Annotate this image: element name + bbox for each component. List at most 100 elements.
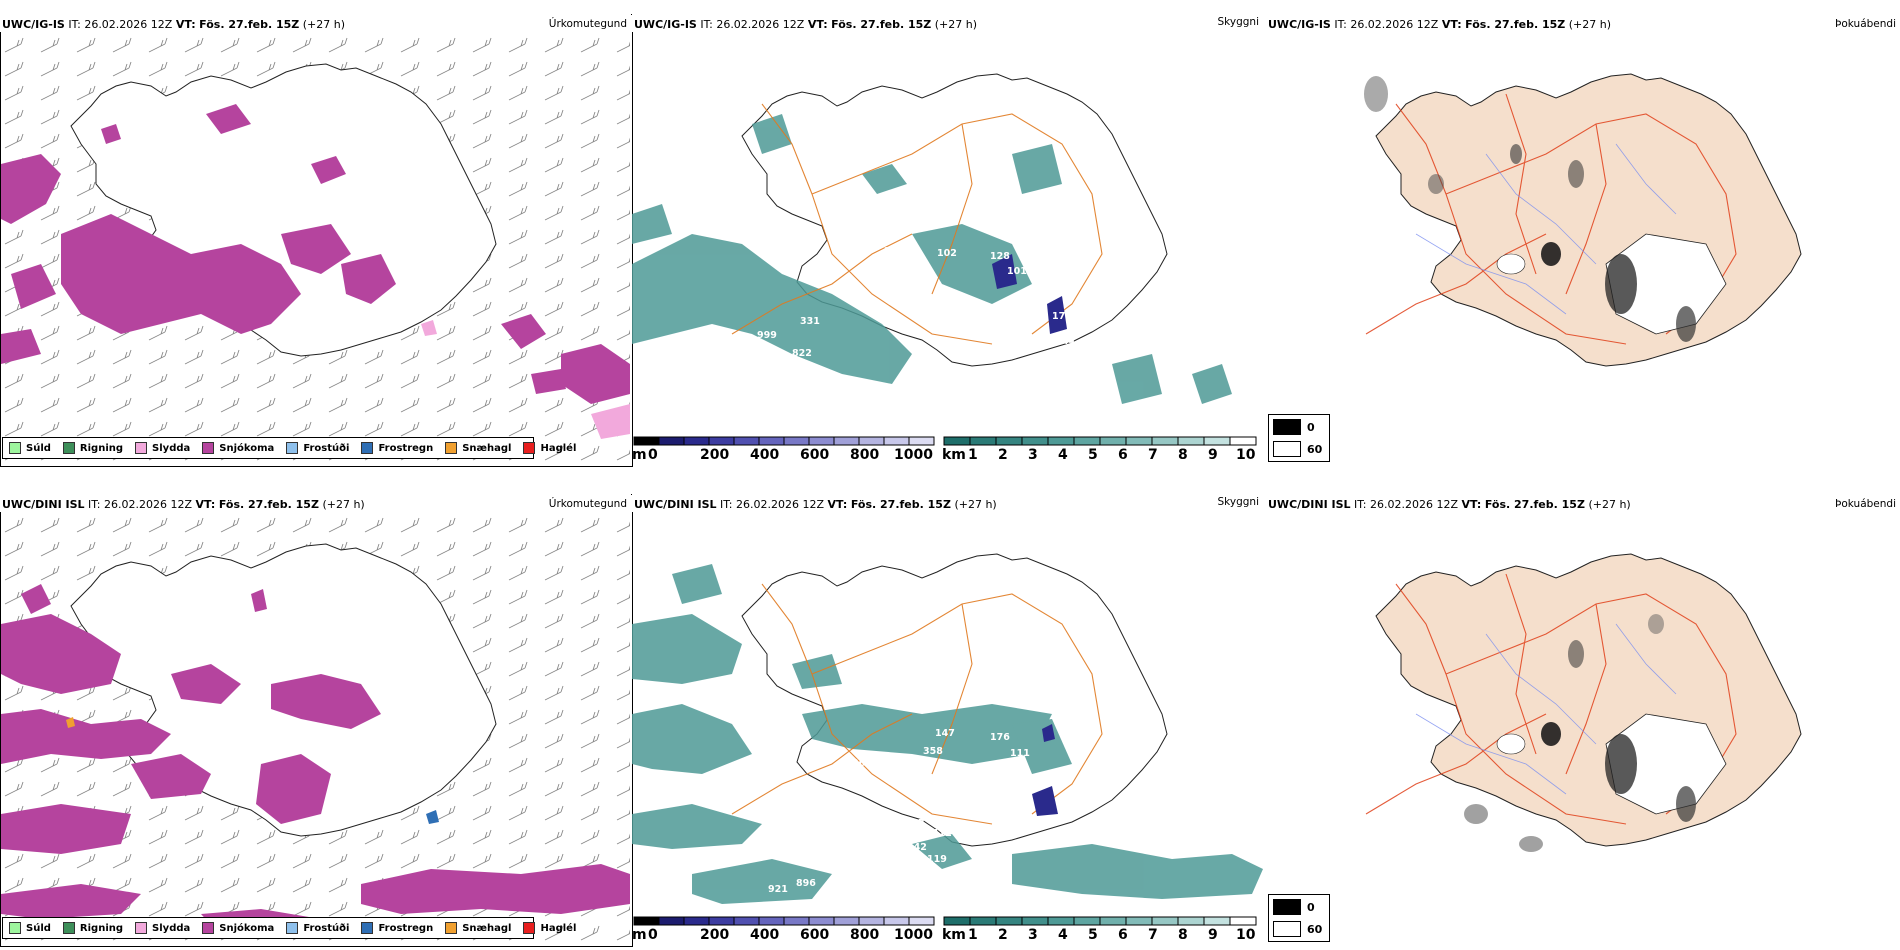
legend-item: Snjókoma	[202, 922, 274, 934]
legend-swatch	[202, 442, 215, 454]
lead-time: (+27 h)	[322, 498, 365, 511]
lead-time: (+27 h)	[934, 18, 978, 31]
legend-label: Haglél	[540, 442, 577, 454]
scale-tick: 10	[1236, 447, 1256, 462]
fog-map-bottom	[1365, 553, 1802, 852]
vt-label: VT:	[1461, 498, 1482, 511]
cloud-label: 260	[852, 758, 872, 769]
legend-swatch	[286, 922, 299, 934]
legend-swatch	[62, 442, 75, 454]
legend-label: 0	[1307, 420, 1315, 434]
fog-header-top: UWC/IG-IS IT: 26.02.2026 12Z VT: Fös. 27…	[1266, 14, 1900, 32]
legend-swatch	[135, 922, 148, 934]
cloud-base-scalebar-top: m 0 200 400 600 800 1000	[632, 436, 935, 462]
valid-time: Fös. 27.feb. 15Z	[831, 18, 932, 31]
legend-swatch	[202, 922, 215, 934]
scale-tick: 9	[1208, 447, 1218, 462]
valid-time: Fös. 27.feb. 15Z	[199, 18, 300, 31]
cloud-header-top: UWC/IG-IS IT: 26.02.2026 12Z VT: Fös. 27…	[632, 14, 1263, 32]
legend-label: Snæhagl	[462, 922, 512, 934]
legend-label: Frostúði	[303, 922, 350, 934]
precip-header-top: UWC/IG-IS IT: 26.02.2026 12Z VT: Fös. 27…	[0, 14, 631, 32]
legend-item: Rigning	[62, 442, 124, 454]
cloud-label: 176	[990, 732, 1010, 743]
scale-tick: 1	[968, 447, 978, 462]
scale-tick: 3	[1028, 927, 1038, 942]
init-time: IT: 26.02.2026 12Z	[700, 18, 805, 31]
init-time: IT: 26.02.2026 12Z	[720, 498, 825, 511]
valid-time: Fös. 27.feb. 15Z	[1465, 18, 1566, 31]
fog-legend-bottom: 0 60	[1268, 894, 1330, 942]
model-name: UWC/IG-IS	[1268, 18, 1331, 31]
legend-item: Slydda	[135, 922, 190, 934]
fog-legend-item: 0	[1273, 417, 1325, 437]
legend-label: Snjókoma	[219, 922, 275, 934]
cloud-label: 147	[935, 728, 955, 739]
cloud-label: 177	[1052, 311, 1072, 322]
legend-item: Frostregn	[361, 922, 433, 934]
cloud-label: 250	[1060, 802, 1080, 813]
legend-label: Haglél	[540, 922, 577, 934]
scale-tick: 7	[1148, 927, 1158, 942]
legend-label: Rigning	[79, 922, 124, 934]
panel-title-fog: Þokuábendi	[1835, 498, 1896, 510]
legend-label: Súld	[26, 922, 51, 934]
cloud-label: 44	[1062, 336, 1076, 347]
legend-swatch	[9, 922, 21, 934]
init-time: IT: 26.02.2026 12Z	[1354, 498, 1459, 511]
legend-label: Frostúði	[303, 442, 350, 454]
scale-tick: 400	[750, 447, 779, 462]
legend-item: Snæhagl	[445, 922, 511, 934]
vt-label: VT:	[827, 498, 848, 511]
legend-label: 60	[1307, 442, 1323, 456]
fog-legend-item: 0	[1273, 897, 1325, 917]
cloud-base-scalebar-bottom: m 0 200 400 600 800 1000	[632, 916, 935, 942]
cloud-label: 999	[757, 330, 777, 341]
lead-time: (+27 h)	[1568, 18, 1612, 31]
panel-title-cloud: Skyggni	[1217, 16, 1260, 28]
cloud-label: 101	[1007, 266, 1027, 277]
scale-swatches	[633, 436, 935, 446]
cloud-header-bottom: UWC/DINI ISL IT: 26.02.2026 12Z VT: Fös.…	[632, 494, 1263, 512]
init-time: IT: 26.02.2026 12Z	[1334, 18, 1439, 31]
legend-swatch	[62, 922, 75, 934]
init-time: IT: 26.02.2026 12Z	[68, 18, 173, 31]
scale-tick: 9	[1208, 927, 1218, 942]
scale-tick: 600	[800, 927, 829, 942]
cloud-label: 102	[937, 248, 957, 259]
scale-tick: 1	[968, 927, 978, 942]
valid-time: Fös. 27.feb. 15Z	[1484, 498, 1585, 511]
legend-item: Snjókoma	[202, 442, 274, 454]
cloud-label: 117	[907, 862, 927, 873]
scale-tick: 5	[1088, 927, 1098, 942]
legend-item: Súld	[9, 442, 51, 454]
cloud-label: 358	[923, 746, 943, 757]
legend-swatch	[523, 922, 536, 934]
scale-tick: 800	[850, 927, 879, 942]
scale-tick: 1000	[894, 927, 933, 942]
scale-tick: 4	[1058, 447, 1068, 462]
cloud-label: 119	[927, 854, 947, 865]
valid-time: Fös. 27.feb. 15Z	[850, 498, 951, 511]
scale-tick: 200	[700, 447, 729, 462]
precip-map-top	[1, 34, 630, 464]
scale-tick: 6	[1118, 447, 1128, 462]
visibility-scalebar-bottom: km 1 2 3 4 5 6 7 8 9 10	[942, 916, 1257, 942]
legend-swatch	[445, 922, 458, 934]
cloud-label: 142	[907, 842, 927, 853]
cloud-label: 241	[884, 246, 904, 257]
scale-tick: 600	[800, 447, 829, 462]
scale-tick: 400	[750, 927, 779, 942]
legend-label: Rigning	[79, 442, 124, 454]
cloud-label: 896	[796, 878, 816, 889]
cloud-label: 91	[902, 384, 915, 395]
scale-tick: 800	[850, 447, 879, 462]
cloud-label: 128	[990, 251, 1010, 262]
legend-item: Súld	[9, 922, 51, 934]
legend-swatch	[1273, 441, 1301, 457]
precip-header-bottom: UWC/DINI ISL IT: 26.02.2026 12Z VT: Fös.…	[0, 494, 631, 512]
cloud-label: 244	[925, 380, 945, 391]
cloud-label: 331	[800, 316, 820, 327]
legend-swatch	[1273, 899, 1301, 915]
cloud-label: 187	[905, 818, 925, 829]
